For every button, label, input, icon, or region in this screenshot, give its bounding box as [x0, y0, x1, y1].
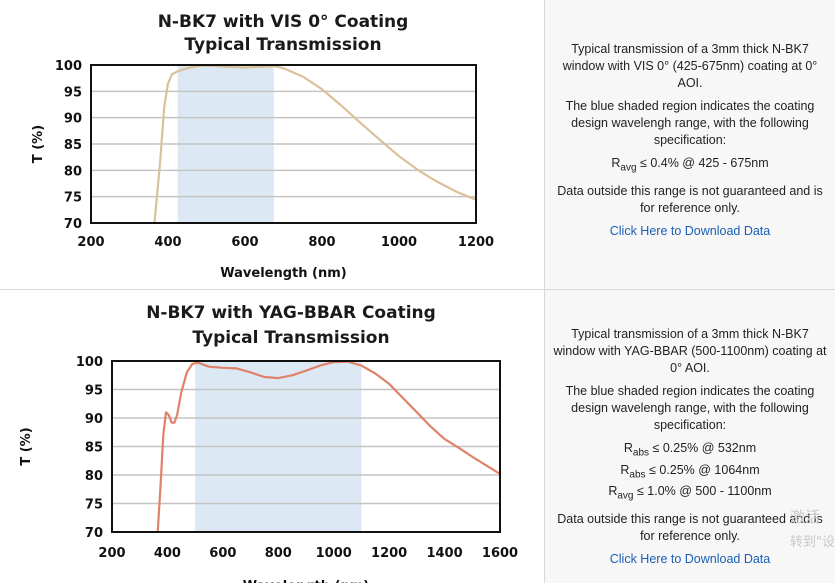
- spec-line: Rabs ≤ 0.25% @ 532nm: [553, 440, 827, 462]
- plot-frame: [90, 64, 477, 224]
- spec-symbol: R: [623, 441, 633, 455]
- spec-text: ≤ 1.0% @ 500 - 1100nm: [633, 484, 772, 498]
- y-tick-label: 85: [85, 441, 103, 456]
- x-tick-label: 200: [77, 235, 104, 250]
- description-text: The blue shaded region indicates the coa…: [565, 384, 815, 432]
- description-cell-1: Typical transmission of a 3mm thick N-BK…: [545, 0, 835, 289]
- x-tick-label: 800: [308, 235, 335, 250]
- spec-text: ≤ 0.4% @ 425 - 675nm: [636, 156, 769, 170]
- y-tick-label: 75: [85, 498, 103, 513]
- chart-subtitle: Typical Transmission: [192, 328, 389, 348]
- spec-text: ≤ 0.25% @ 1064nm: [645, 462, 760, 477]
- disclaimer-text: Data outside this range is not guarantee…: [557, 183, 823, 215]
- spec-text: ≤ 0.25% @ 532nm: [649, 441, 757, 455]
- y-tick-label: 75: [64, 191, 82, 206]
- transmission-chart-yag-bbar: N-BK7 with YAG-BBAR Coating Typical Trans…: [19, 303, 518, 583]
- description-text: The blue shaded region indicates the coa…: [565, 99, 815, 147]
- description-text: Typical transmission of a 3mm thick N-BK…: [553, 327, 827, 375]
- chart-row-2: N-BK7 with YAG-BBAR Coating Typical Trans…: [0, 290, 835, 583]
- download-data-link[interactable]: Click Here to Download Data: [609, 551, 771, 566]
- spec-symbol: R: [608, 484, 618, 498]
- y-tick-label: 85: [64, 138, 82, 153]
- spec-subscript: abs: [632, 447, 650, 459]
- x-tick-label: 800: [265, 546, 292, 561]
- y-tick-label: 90: [64, 112, 82, 127]
- chart-title: N-BK7 with VIS 0° Coating: [158, 12, 409, 32]
- x-tick-label: 1000: [381, 235, 417, 250]
- y-axis-label: T (%): [19, 427, 34, 465]
- x-tick-label: 1200: [371, 546, 407, 561]
- y-tick-label: 80: [85, 469, 103, 484]
- x-tick-label: 600: [231, 235, 258, 250]
- y-tick-label: 100: [55, 59, 82, 74]
- download-data-link[interactable]: Click Here to Download Data: [609, 223, 771, 238]
- transmission-line: [156, 360, 501, 533]
- x-tick-label: 400: [154, 546, 181, 561]
- transmission-chart-vis: N-BK7 with VIS 0° Coating Typical Transmi…: [31, 12, 494, 281]
- spec-list: Ravg ≤ 0.4% @ 425 - 675nm: [553, 155, 827, 177]
- chart-row-1: N-BK7 with VIS 0° Coating Typical Transmi…: [0, 0, 835, 290]
- transmission-line: [153, 64, 477, 224]
- watermark-text: 转到"设: [790, 535, 835, 550]
- x-tick-label: 1400: [426, 546, 462, 561]
- x-tick-label: 1200: [458, 235, 494, 250]
- y-tick-label: 80: [64, 164, 82, 179]
- x-axis-label: Wavelength (nm): [220, 266, 346, 281]
- disclaimer-text: Data outside this range is not guarantee…: [557, 511, 823, 543]
- x-tick-label: 600: [209, 546, 236, 561]
- watermark-text: 激活: [790, 508, 821, 526]
- chart-description: Typical transmission of a 3mm thick N-BK…: [553, 41, 827, 246]
- x-tick-label: 200: [98, 546, 125, 561]
- spec-line: Ravg ≤ 0.4% @ 425 - 675nm: [553, 155, 827, 177]
- chart-subtitle: Typical Transmission: [184, 35, 381, 55]
- spec-line: Ravg ≤ 1.0% @ 500 - 1100nm: [553, 483, 827, 505]
- y-tick-label: 70: [85, 526, 103, 541]
- spec-list: Rabs ≤ 0.25% @ 532nm Rabs ≤ 0.25% @ 1064n…: [553, 440, 827, 505]
- x-tick-label: 1600: [482, 546, 518, 561]
- chart-title: N-BK7 with YAG-BBAR Coating: [146, 303, 436, 323]
- spec-subscript: abs: [629, 469, 646, 480]
- y-tick-label: 95: [85, 384, 103, 399]
- x-axis-label: Wavelength (nm): [243, 579, 369, 583]
- description-cell-2: Typical transmission of a 3mm thick N-BK…: [545, 290, 835, 583]
- spec-symbol: R: [620, 462, 630, 477]
- spec-line: Rabs ≤ 0.25% @ 1064nm: [553, 462, 827, 484]
- y-tick-label: 100: [76, 355, 103, 370]
- chart-description: Typical transmission of a 3mm thick N-BK…: [553, 326, 827, 574]
- x-tick-label: 1000: [316, 546, 352, 561]
- chart-cell-2: N-BK7 with YAG-BBAR Coating Typical Trans…: [0, 290, 545, 583]
- spec-subscript: avg: [617, 490, 634, 502]
- description-text: Typical transmission of a 3mm thick N-BK…: [562, 42, 818, 90]
- y-tick-label: 70: [64, 217, 82, 232]
- y-tick-label: 95: [64, 85, 82, 100]
- y-axis-label: T (%): [31, 125, 46, 163]
- plot-frame: [111, 360, 501, 533]
- spec-subscript: avg: [620, 162, 637, 174]
- spec-symbol: R: [611, 156, 621, 170]
- y-tick-label: 90: [85, 412, 103, 427]
- x-tick-label: 400: [154, 235, 181, 250]
- chart-cell-1: N-BK7 with VIS 0° Coating Typical Transmi…: [0, 0, 545, 289]
